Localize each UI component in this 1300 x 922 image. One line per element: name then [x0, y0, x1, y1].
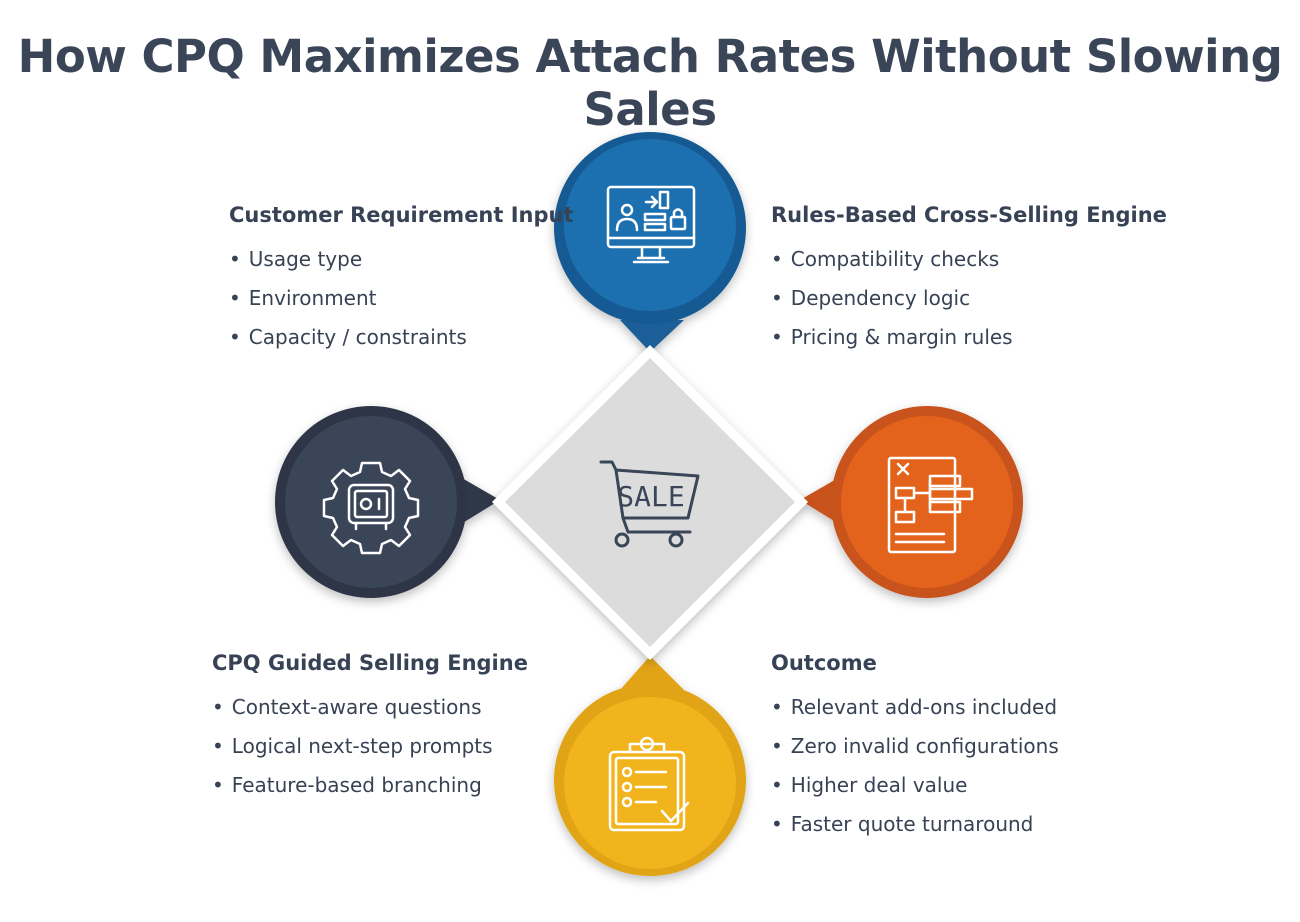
- page-title: How CPQ Maximizes Attach Rates Without S…: [17, 30, 1283, 136]
- panel-list: Compatibility checks Dependency logic Pr…: [771, 240, 1167, 357]
- list-item: Compatibility checks: [771, 240, 1167, 279]
- list-item: Feature-based branching: [212, 766, 528, 805]
- list-item: Context-aware questions: [212, 688, 528, 727]
- sale-label: SALE: [617, 480, 684, 513]
- panel-heading: CPQ Guided Selling Engine: [212, 651, 528, 675]
- list-item: Dependency logic: [771, 279, 1167, 318]
- yellow-pin: [554, 656, 746, 876]
- panel-guided-selling: CPQ Guided Selling Engine Context-aware …: [212, 651, 528, 805]
- list-item: Pricing & margin rules: [771, 318, 1167, 357]
- panel-heading: Outcome: [771, 651, 877, 675]
- list-item: Zero invalid configurations: [771, 727, 1059, 766]
- list-item: Faster quote turnaround: [771, 805, 1059, 844]
- sale-cart-icon: SALE: [599, 460, 700, 548]
- orange-pin: [800, 406, 1023, 598]
- clipboard-checklist-icon: [608, 736, 690, 832]
- panel-list: Usage type Environment Capacity / constr…: [229, 240, 574, 357]
- blue-pin: [554, 132, 746, 352]
- center-diamond: [492, 345, 808, 660]
- panel-heading: Rules-Based Cross-Selling Engine: [771, 203, 1167, 227]
- panel-heading: Customer Requirement Input: [229, 203, 574, 227]
- list-item: Capacity / constraints: [229, 318, 574, 357]
- list-item: Higher deal value: [771, 766, 1059, 805]
- list-item: Usage type: [229, 240, 574, 279]
- panel-cross-selling: Rules-Based Cross-Selling Engine Compati…: [771, 203, 1167, 357]
- panel-outcome: Outcome Relevant add-ons included Zero i…: [771, 651, 1059, 844]
- gear-safe-icon: [322, 461, 420, 555]
- list-item: Relevant add-ons included: [771, 688, 1059, 727]
- flowchart-document-icon: [887, 456, 974, 554]
- panel-list: Context-aware questions Logical next-ste…: [212, 688, 528, 805]
- panel-customer-input: Customer Requirement Input Usage type En…: [229, 203, 574, 357]
- list-item: Environment: [229, 279, 574, 318]
- list-item: Logical next-step prompts: [212, 727, 528, 766]
- monitor-user-lock-icon: [606, 185, 696, 264]
- panel-list: Relevant add-ons included Zero invalid c…: [771, 688, 1059, 844]
